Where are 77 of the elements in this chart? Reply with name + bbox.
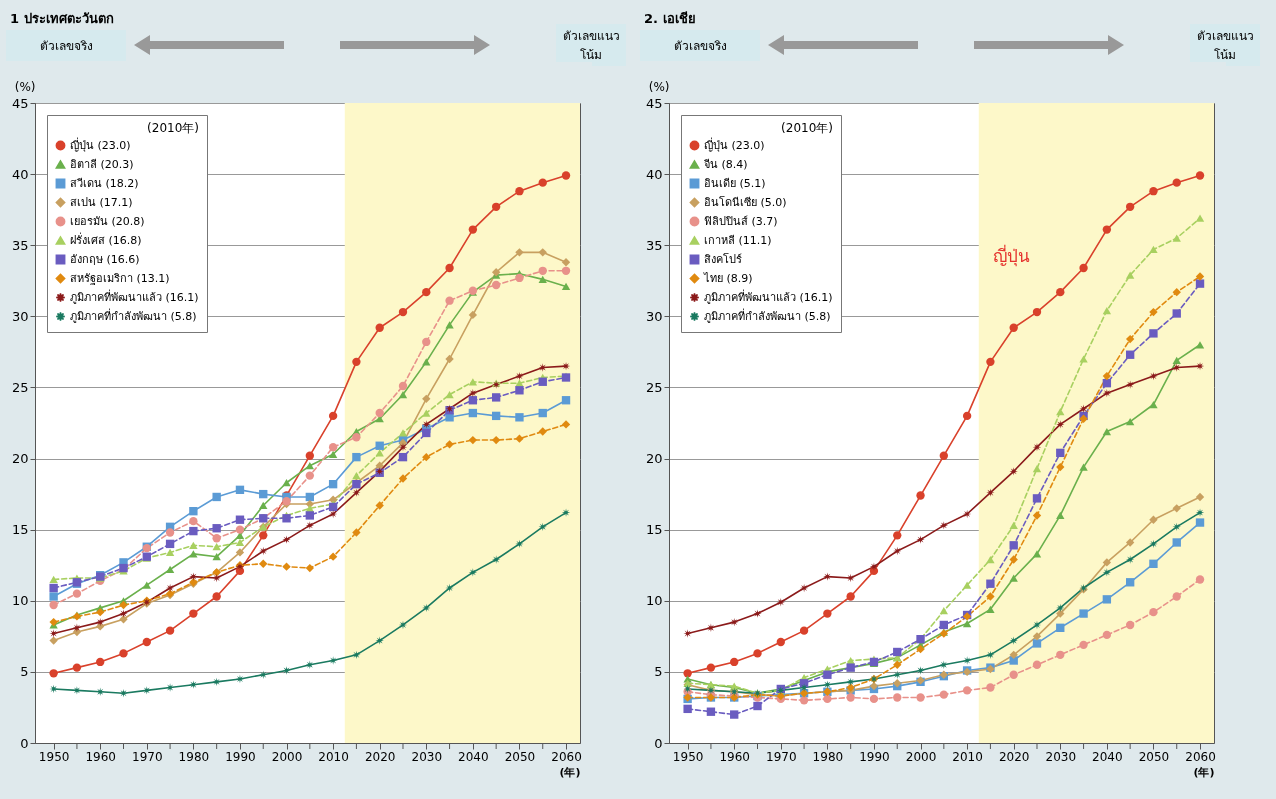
legend-label: ฟิลิปปินส์ (3.7) — [704, 214, 778, 228]
y-tick-label: 20 — [11, 451, 29, 467]
legend-label: จีน (8.4) — [703, 157, 748, 171]
annotation: ญี่ปุ่น — [993, 244, 1031, 268]
legend-label: อังกฤษ (16.6) — [70, 252, 140, 266]
legend-label: อินโดนีเซีย (5.0) — [704, 194, 787, 209]
y-tick-label: 20 — [645, 451, 663, 467]
legend-label: สิงคโปร์ — [704, 251, 742, 266]
x-tick-label: 2060 — [1185, 749, 1216, 764]
legend-label: สเปน (17.1) — [70, 195, 133, 209]
text: ตัวเลขแนวโน้ม — [556, 24, 626, 66]
y-tick-label: 35 — [11, 237, 29, 253]
chart-title: 1 ประเทศตะวันตก — [9, 10, 115, 28]
legend-label: ภูมิภาคที่กำลังพัฒนา (5.8) — [704, 307, 831, 323]
x-tick-label: 2000 — [905, 749, 937, 764]
legend-label: ญี่ปุ่น (23.0) — [70, 136, 131, 152]
y-tick-label: 5 — [20, 664, 29, 680]
x-tick-label: 1960 — [85, 749, 116, 764]
x-tick-label: 2050 — [1138, 749, 1170, 764]
x-tick-label: 2060 — [551, 749, 582, 764]
x-tick-label: 2020 — [364, 749, 396, 764]
legend-title: (2010年) — [147, 121, 199, 135]
legend-label: เกาหลี (11.1) — [704, 233, 772, 247]
legend-label: ภูมิภาคที่กำลังพัฒนา (5.8) — [70, 307, 197, 323]
x-tick-label: 1990 — [859, 749, 890, 764]
y-tick-label: 0 — [20, 735, 29, 751]
y-tick-label: 35 — [645, 237, 663, 253]
legend-label: ภูมิภาคที่พัฒนาแล้ว (16.1) — [70, 288, 199, 304]
x-tick-label: 1950 — [672, 749, 704, 764]
legend-label: อินเดีย (5.1) — [704, 176, 766, 190]
text: ตัวเลขจริง — [640, 29, 760, 61]
x-tick-label: 2010 — [952, 749, 983, 764]
y-tick-label: 40 — [11, 166, 29, 182]
x-tick-label: 1950 — [38, 749, 70, 764]
y-tick-label: 25 — [11, 379, 29, 395]
y-tick-label: 10 — [11, 593, 29, 609]
y-tick-label: 30 — [11, 308, 29, 324]
x-tick-label: 2050 — [504, 749, 536, 764]
legend-label: ฝรั่งเศส (16.8) — [70, 231, 142, 247]
x-tick-label: 2000 — [271, 749, 303, 764]
x-tick-label: 2040 — [1092, 749, 1123, 764]
y-axis-title: (%) — [14, 79, 36, 94]
legend-label: ภูมิภาคที่พัฒนาแล้ว (16.1) — [704, 288, 833, 304]
legend-label: สหรัฐอเมริกา (13.1) — [70, 271, 170, 285]
y-tick-label: 10 — [645, 593, 663, 609]
chart-title: 2. เอเชีย — [643, 10, 697, 28]
y-tick-label: 5 — [654, 664, 663, 680]
y-tick-label: 0 — [654, 735, 663, 751]
x-tick-label: 1970 — [766, 749, 797, 764]
legend-title: (2010年) — [781, 121, 833, 135]
text: ตัวเลขจริง — [6, 29, 126, 61]
x-axis-title: (年) — [559, 765, 581, 779]
x-tick-label: 2010 — [318, 749, 349, 764]
x-tick-label: 1960 — [719, 749, 750, 764]
y-tick-label: 15 — [11, 522, 29, 538]
y-tick-label: 40 — [645, 166, 663, 182]
x-tick-label: 2030 — [1045, 749, 1077, 764]
y-tick-label: 15 — [645, 522, 663, 538]
y-tick-label: 45 — [645, 95, 663, 111]
y-tick-label: 45 — [11, 95, 29, 111]
y-tick-label: 25 — [645, 379, 663, 395]
y-tick-label: 30 — [645, 308, 663, 324]
x-tick-label: 1970 — [132, 749, 163, 764]
legend-label: ไทย (8.9) — [703, 271, 753, 285]
x-tick-label: 2030 — [411, 749, 443, 764]
text: ตัวเลขแนวโน้ม — [1190, 24, 1260, 66]
x-tick-label: 1980 — [812, 749, 844, 764]
legend-label: เยอรมัน (20.8) — [70, 214, 145, 228]
x-tick-label: 2020 — [998, 749, 1030, 764]
legend-label: อิตาลี (20.3) — [70, 157, 134, 171]
legend-label: สวีเดน (18.2) — [70, 176, 139, 190]
x-tick-label: 1980 — [178, 749, 210, 764]
legend-label: ญี่ปุ่น (23.0) — [704, 136, 765, 152]
x-axis-title: (年) — [1193, 765, 1215, 779]
y-axis-title: (%) — [648, 79, 670, 94]
x-tick-label: 2040 — [458, 749, 489, 764]
x-tick-label: 1990 — [225, 749, 256, 764]
